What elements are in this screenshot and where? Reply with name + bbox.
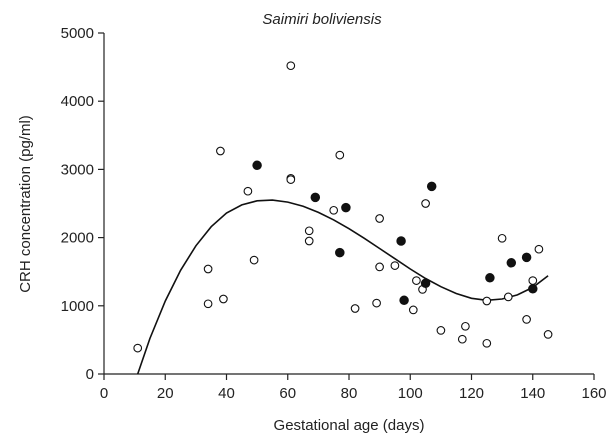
data-point-open — [249, 255, 259, 265]
x-tick-label: 20 — [157, 385, 174, 402]
data-point-open — [436, 326, 446, 335]
y-tick-label: 5000 — [61, 25, 94, 42]
data-point-open — [216, 146, 225, 156]
data-point-open — [243, 186, 253, 196]
data-point-open — [497, 233, 507, 243]
x-tick-label: 60 — [279, 385, 296, 402]
data-point-filled — [420, 278, 431, 289]
data-point-open — [528, 276, 538, 285]
data-point-open — [286, 175, 296, 184]
x-axis-label: Gestational age (days) — [274, 417, 425, 434]
x-ticks: 0 20 40 60 80 100 120 140 160 — [100, 374, 607, 402]
data-point-open — [390, 261, 400, 270]
data-point-filled — [399, 295, 409, 306]
data-point-open — [457, 334, 467, 344]
data-point-filled — [252, 160, 262, 171]
y-axis-label: CRH concentration (pg/ml) — [17, 115, 34, 293]
x-tick-label: 160 — [581, 385, 606, 402]
data-point-open — [375, 214, 384, 223]
data-point-filled — [341, 202, 351, 213]
data-point-open — [350, 304, 360, 313]
data-point-open — [503, 292, 513, 302]
y-tick-label: 0 — [86, 366, 94, 383]
data-point-open — [522, 315, 531, 324]
data-point-open — [286, 61, 296, 71]
data-point-open — [534, 244, 544, 254]
x-tick-label: 140 — [520, 385, 545, 402]
data-point-open — [372, 298, 381, 308]
y-tick-label: 2000 — [61, 230, 94, 247]
data-point-open — [203, 299, 213, 309]
data-point-open — [133, 343, 143, 353]
data-point-filled — [506, 258, 517, 268]
data-point-open — [219, 294, 228, 304]
data-point-open — [304, 226, 314, 236]
x-tick-label: 120 — [459, 385, 484, 402]
y-tick-label: 1000 — [61, 298, 94, 315]
x-tick-label: 80 — [341, 385, 358, 402]
data-point-filled — [528, 284, 538, 294]
data-point-filled — [485, 273, 495, 283]
data-point-open — [335, 150, 345, 160]
x-tick-label: 100 — [398, 385, 423, 402]
data-point-open — [421, 199, 430, 208]
x-tick-label: 40 — [218, 385, 235, 402]
x-tick-label: 0 — [100, 385, 108, 402]
data-point-open — [203, 264, 213, 274]
data-point-filled — [521, 252, 532, 263]
fit-curve — [136, 199, 549, 375]
data-point-open — [408, 305, 418, 315]
y-tick-label: 3000 — [61, 161, 94, 178]
y-tick-label: 4000 — [61, 93, 94, 110]
y-ticks: 0 1000 2000 3000 4000 5000 — [61, 25, 104, 383]
data-point-open — [412, 276, 421, 285]
data-point-open — [482, 296, 492, 306]
data-point-open — [482, 338, 492, 348]
data-point-filled — [426, 181, 437, 192]
data-point-filled — [396, 236, 406, 246]
data-point-open — [329, 205, 339, 215]
chart-title: Saimiri boliviensis — [262, 11, 382, 28]
data-points — [133, 61, 553, 353]
data-point-open — [543, 330, 553, 339]
data-point-filled — [310, 192, 321, 203]
data-point-open — [304, 236, 314, 246]
data-point-open — [375, 262, 384, 272]
data-point-open — [461, 321, 470, 331]
data-point-filled — [335, 247, 345, 258]
